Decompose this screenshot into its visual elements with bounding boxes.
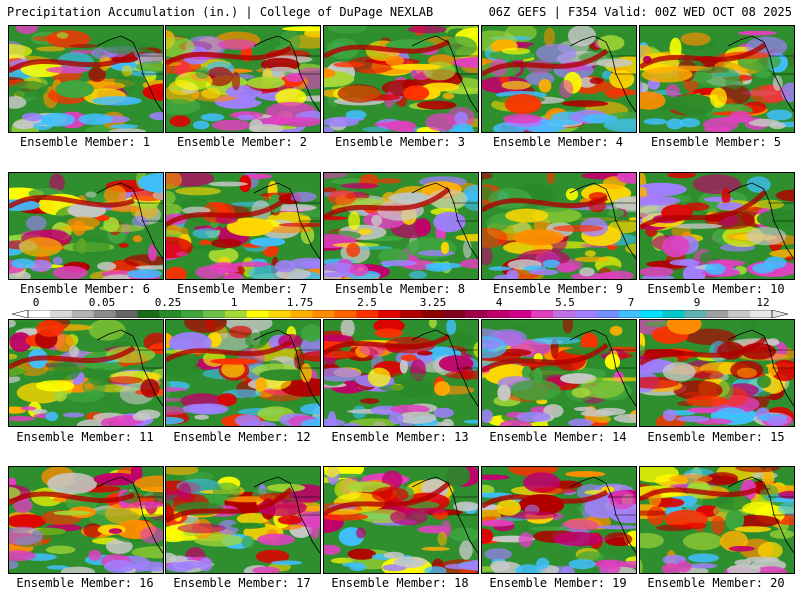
ensemble-member-4-map bbox=[481, 25, 637, 133]
colorbar-tick-label: 2.5 bbox=[357, 296, 377, 309]
ensemble-member-2-map bbox=[165, 25, 321, 133]
ensemble-member-label: Ensemble Member: 10 bbox=[647, 282, 785, 296]
colorbar-swatch bbox=[159, 310, 182, 318]
colorbar-swatch bbox=[378, 310, 401, 318]
ensemble-member-20-map bbox=[639, 466, 795, 574]
ensemble-member-9-map bbox=[481, 172, 637, 280]
ensemble-member-label: Ensemble Member: 5 bbox=[650, 135, 782, 149]
ensemble-member-5-map bbox=[639, 25, 795, 133]
ensemble-member-label: Ensemble Member: 7 bbox=[176, 282, 308, 296]
map-title: Precipitation Accumulation (in.) | Colle… bbox=[7, 5, 434, 19]
colorbar-tick-label: 1.75 bbox=[286, 296, 314, 309]
colorbar-swatch bbox=[443, 310, 466, 318]
ensemble-member-label: Ensemble Member: 17 bbox=[173, 576, 311, 590]
ensemble-member-label: Ensemble Member: 3 bbox=[334, 135, 466, 149]
colorbar-swatch bbox=[618, 310, 641, 318]
colorbar-swatch bbox=[71, 310, 94, 318]
ensemble-member-16-map bbox=[8, 466, 164, 574]
ensemble-member-label: Ensemble Member: 2 bbox=[176, 135, 308, 149]
ensemble-member-label: Ensemble Member: 6 bbox=[19, 282, 151, 296]
precip-colorbar bbox=[12, 310, 788, 318]
ensemble-member-18-map bbox=[323, 466, 479, 574]
ensemble-member-10-map bbox=[639, 172, 795, 280]
ensemble-member-8-map bbox=[323, 172, 479, 280]
ensemble-member-19-map bbox=[481, 466, 637, 574]
ensemble-member-label: Ensemble Member: 9 bbox=[492, 282, 624, 296]
ensemble-member-12-map bbox=[165, 319, 321, 427]
colorbar-swatch bbox=[728, 310, 751, 318]
colorbar-swatch bbox=[181, 310, 204, 318]
ensemble-member-6-map bbox=[8, 172, 164, 280]
colorbar-tick-label: 0 bbox=[32, 296, 40, 309]
colorbar-tick-label: 9 bbox=[693, 296, 701, 309]
colorbar-swatch bbox=[28, 310, 51, 318]
ensemble-member-17-map bbox=[165, 466, 321, 574]
ensemble-member-1-map bbox=[8, 25, 164, 133]
colorbar-swatch bbox=[662, 310, 685, 318]
colorbar-swatch bbox=[400, 310, 423, 318]
ensemble-member-label: Ensemble Member: 8 bbox=[334, 282, 466, 296]
colorbar-swatch bbox=[531, 310, 554, 318]
ensemble-member-label: Ensemble Member: 16 bbox=[16, 576, 154, 590]
colorbar-tick-label: 3.25 bbox=[419, 296, 447, 309]
colorbar-tick-label: 1 bbox=[230, 296, 238, 309]
run-info: 06Z GEFS | F354 Valid: 00Z WED OCT 08 20… bbox=[488, 5, 792, 19]
ensemble-member-label: Ensemble Member: 12 bbox=[173, 430, 311, 444]
colorbar-left-arrow bbox=[12, 310, 29, 318]
colorbar-swatch bbox=[203, 310, 226, 318]
colorbar-right-arrow bbox=[771, 310, 788, 318]
ensemble-member-11-map bbox=[8, 319, 164, 427]
colorbar-swatch bbox=[706, 310, 729, 318]
ensemble-member-14-map bbox=[481, 319, 637, 427]
ensemble-member-label: Ensemble Member: 4 bbox=[492, 135, 624, 149]
colorbar-swatch bbox=[356, 310, 379, 318]
ensemble-member-15-map bbox=[639, 319, 795, 427]
colorbar-swatch bbox=[640, 310, 663, 318]
colorbar-swatch bbox=[487, 310, 510, 318]
colorbar-tick-label: 0.05 bbox=[88, 296, 116, 309]
colorbar-swatch bbox=[575, 310, 598, 318]
ensemble-member-label: Ensemble Member: 11 bbox=[16, 430, 154, 444]
ensemble-member-label: Ensemble Member: 14 bbox=[489, 430, 627, 444]
ensemble-member-label: Ensemble Member: 15 bbox=[647, 430, 785, 444]
ensemble-member-label: Ensemble Member: 18 bbox=[331, 576, 469, 590]
colorbar-swatch bbox=[553, 310, 576, 318]
colorbar-tick-label: 7 bbox=[627, 296, 635, 309]
ensemble-member-label: Ensemble Member: 1 bbox=[19, 135, 151, 149]
colorbar-tick-label: 5.5 bbox=[555, 296, 575, 309]
ensemble-member-label: Ensemble Member: 13 bbox=[331, 430, 469, 444]
colorbar-swatch bbox=[465, 310, 488, 318]
ensemble-member-13-map bbox=[323, 319, 479, 427]
colorbar-swatch bbox=[93, 310, 116, 318]
colorbar-tick-label: 12 bbox=[756, 296, 770, 309]
ensemble-member-3-map bbox=[323, 25, 479, 133]
colorbar-swatch bbox=[49, 310, 73, 318]
colorbar-tick-label: 0.25 bbox=[154, 296, 182, 309]
colorbar-swatch bbox=[246, 310, 269, 318]
ensemble-member-7-map bbox=[165, 172, 321, 280]
colorbar-swatch bbox=[421, 310, 445, 318]
colorbar-tick-label: 4 bbox=[495, 296, 503, 309]
colorbar-swatch bbox=[750, 310, 773, 318]
colorbar-swatch bbox=[115, 310, 138, 318]
colorbar-swatch bbox=[509, 310, 532, 318]
ensemble-member-label: Ensemble Member: 20 bbox=[647, 576, 785, 590]
colorbar-swatch bbox=[290, 310, 313, 318]
colorbar-swatch bbox=[334, 310, 357, 318]
colorbar-swatch bbox=[596, 310, 620, 318]
ensemble-member-label: Ensemble Member: 19 bbox=[489, 576, 627, 590]
colorbar-swatch bbox=[137, 310, 160, 318]
colorbar-swatch bbox=[268, 310, 291, 318]
colorbar-swatch bbox=[312, 310, 335, 318]
colorbar-swatch bbox=[224, 310, 248, 318]
colorbar-swatch bbox=[684, 310, 707, 318]
